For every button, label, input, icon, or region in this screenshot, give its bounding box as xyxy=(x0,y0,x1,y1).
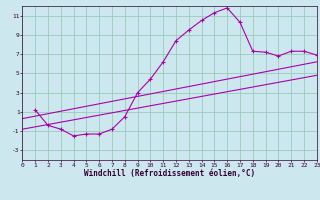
X-axis label: Windchill (Refroidissement éolien,°C): Windchill (Refroidissement éolien,°C) xyxy=(84,169,255,178)
